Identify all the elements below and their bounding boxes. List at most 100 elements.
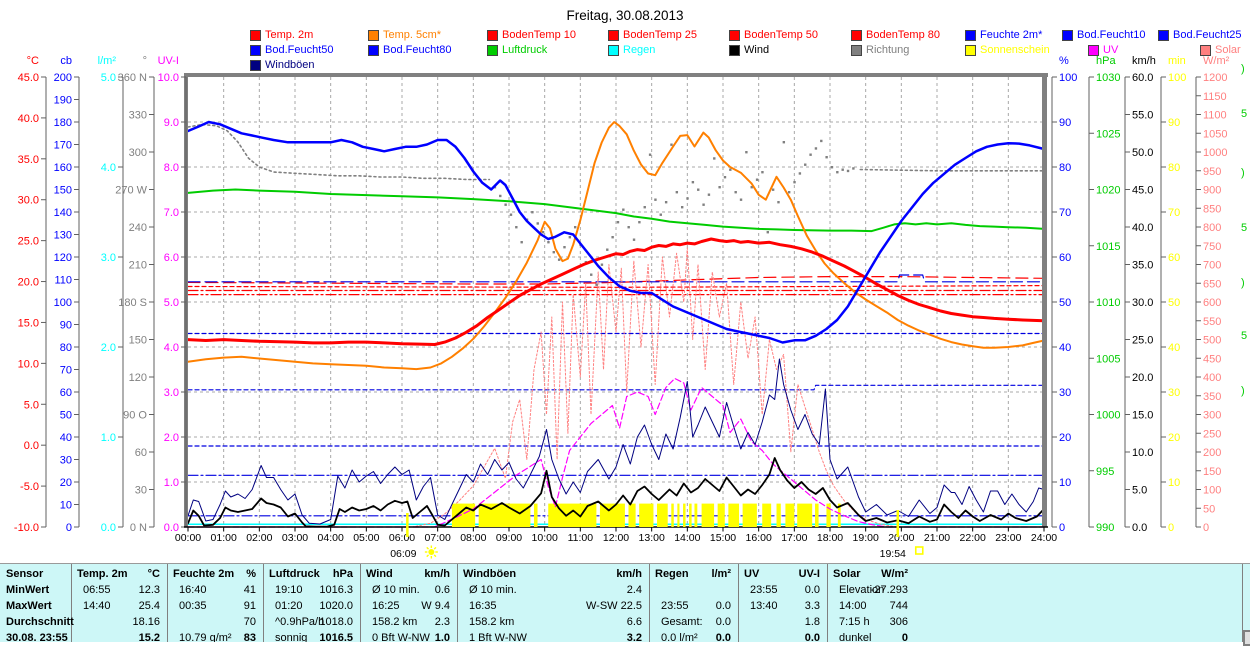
- legend-swatch-windb-en: [250, 59, 261, 71]
- series-temp-5cm: [187, 121, 1045, 371]
- svg-text:12:00: 12:00: [603, 532, 629, 544]
- svg-text:0.0: 0.0: [24, 440, 39, 452]
- table-cell-text: 19:10: [275, 584, 303, 596]
- svg-text:90 O: 90 O: [123, 410, 147, 422]
- svg-text:80: 80: [1059, 162, 1071, 174]
- legend-label: Bod.Feucht80: [383, 44, 452, 56]
- svg-text:200: 200: [54, 72, 72, 84]
- table-header-regen: Regen: [655, 568, 689, 580]
- legend-label: Richtung: [866, 44, 910, 56]
- svg-text:150: 150: [129, 335, 147, 347]
- sunrise-time: 06:09: [390, 548, 416, 560]
- svg-text:8.0: 8.0: [164, 162, 179, 174]
- svg-text:°: °: [143, 55, 147, 67]
- svg-text:20:00: 20:00: [888, 532, 914, 544]
- axis-hpa: hPa 1030 1025 1020 1015 1010 1005 1000 995 990: [1088, 55, 1120, 534]
- resize-grip[interactable]: [1243, 630, 1250, 646]
- weather-chart: °C 45.0 40.0 35.0 30.0 25.0 20.0 15.0 10.0 5.0 0.0…: [14, 55, 1247, 560]
- table-header-feuchte-2m: Feuchte 2m: [173, 568, 235, 580]
- svg-text:-10.0: -10.0: [14, 522, 39, 534]
- legend-label: BodenTemp 25: [623, 29, 697, 41]
- table-header-solar: Solar: [833, 568, 861, 580]
- svg-text:): ): [1241, 63, 1245, 75]
- svg-text:50.0: 50.0: [1132, 147, 1153, 159]
- svg-text:160: 160: [54, 162, 72, 174]
- svg-text:30.0: 30.0: [18, 195, 39, 207]
- svg-text:10: 10: [1059, 477, 1071, 489]
- legend-swatch-luftdruck: [487, 44, 498, 56]
- svg-text:80: 80: [60, 342, 72, 354]
- svg-text:40: 40: [1059, 342, 1071, 354]
- legend-label: BodenTemp 50: [744, 29, 818, 41]
- svg-text:5.0: 5.0: [24, 399, 39, 411]
- legend-label: Sonnenschein: [980, 44, 1050, 56]
- svg-text:0: 0: [1059, 522, 1065, 534]
- svg-text:240: 240: [129, 222, 147, 234]
- svg-text:50: 50: [1059, 297, 1071, 309]
- table-row-label: MaxWert: [6, 600, 52, 612]
- svg-text:100: 100: [1168, 72, 1186, 84]
- sun-markers: 06:09 19:54: [390, 510, 924, 560]
- table-row-label: MinWert: [6, 584, 50, 596]
- legend-item-bodentemp-10: BodenTemp 10: [487, 29, 576, 41]
- axis-cb: cb20019018017016015014013012011010090807…: [54, 55, 80, 534]
- series-luftdruck: [187, 188, 1045, 233]
- svg-text:20: 20: [1059, 432, 1071, 444]
- table-cell-value: 744: [889, 600, 908, 612]
- table-divider: [71, 564, 72, 642]
- table-cell-value: 1020.0: [319, 600, 353, 612]
- table-cell-value: 0.0: [715, 632, 731, 642]
- legend-swatch-sonnenschein: [965, 44, 976, 56]
- svg-text:2.0: 2.0: [101, 342, 116, 354]
- svg-text:45.0: 45.0: [18, 72, 39, 84]
- svg-text:cb: cb: [60, 55, 72, 67]
- table-cell-value: 0.0: [804, 632, 820, 642]
- svg-text:990: 990: [1096, 522, 1114, 534]
- table-row-label: 30.08. 23:55: [6, 632, 68, 642]
- svg-text:10.0: 10.0: [158, 72, 179, 84]
- svg-text:15.0: 15.0: [1132, 410, 1153, 422]
- svg-text:km/h: km/h: [1132, 55, 1156, 67]
- legend-item-regen: Regen: [608, 44, 655, 56]
- table-cell-text: 1 Bft W-NW: [469, 632, 527, 642]
- table-cell-text: dunkel: [839, 632, 872, 642]
- legend-item-bodentemp-25: BodenTemp 25: [608, 29, 697, 41]
- table-cell-text: 00:35: [179, 600, 207, 612]
- right-edge-axis-fragments: ) 5) 5) 5): [1241, 63, 1247, 397]
- legend-item-sonnenschein: Sonnenschein: [965, 44, 1050, 56]
- table-header-unit: l/m²: [711, 568, 731, 580]
- svg-text:05:00: 05:00: [353, 532, 379, 544]
- table-header-wind: Wind: [366, 568, 393, 580]
- legend-label: Temp. 2m: [265, 29, 314, 41]
- svg-text:5.0: 5.0: [164, 297, 179, 309]
- svg-text:16:00: 16:00: [746, 532, 772, 544]
- svg-text:100: 100: [1203, 485, 1221, 497]
- svg-text:55.0: 55.0: [1132, 110, 1153, 122]
- svg-text:3.0: 3.0: [164, 387, 179, 399]
- series-feuchte-2m: [186, 120, 1046, 344]
- table-cell-text: Elevation: [839, 584, 885, 596]
- svg-text:200: 200: [1203, 447, 1221, 459]
- svg-text:120: 120: [129, 372, 147, 384]
- svg-text:0.0: 0.0: [101, 522, 116, 534]
- table-cell-text: sonnig: [275, 632, 308, 642]
- svg-text:5: 5: [1241, 330, 1247, 342]
- table-cell-value: 1.8: [804, 616, 820, 628]
- svg-text:14:00: 14:00: [674, 532, 700, 544]
- legend-item-bodentemp-50: BodenTemp 50: [729, 29, 818, 41]
- table-cell-text: 06:55: [83, 584, 111, 596]
- svg-text:21:00: 21:00: [924, 532, 950, 544]
- table-cell-text: Gesamt:: [661, 616, 703, 628]
- legend-swatch-wind: [729, 44, 740, 56]
- svg-text:10.0: 10.0: [1132, 447, 1153, 459]
- sunset-time: 19:54: [880, 548, 906, 560]
- table-divider: [457, 564, 458, 642]
- svg-text:450: 450: [1203, 353, 1221, 365]
- svg-text:min: min: [1168, 55, 1186, 67]
- table-cell-value: 70: [243, 616, 256, 628]
- svg-text:5: 5: [1241, 108, 1247, 120]
- table-divider: [263, 564, 264, 642]
- table-cell-text: 0 Bft W-NW: [372, 632, 430, 642]
- series-bod-feucht50: [187, 384, 1045, 391]
- legend-item-richtung: Richtung: [851, 44, 909, 56]
